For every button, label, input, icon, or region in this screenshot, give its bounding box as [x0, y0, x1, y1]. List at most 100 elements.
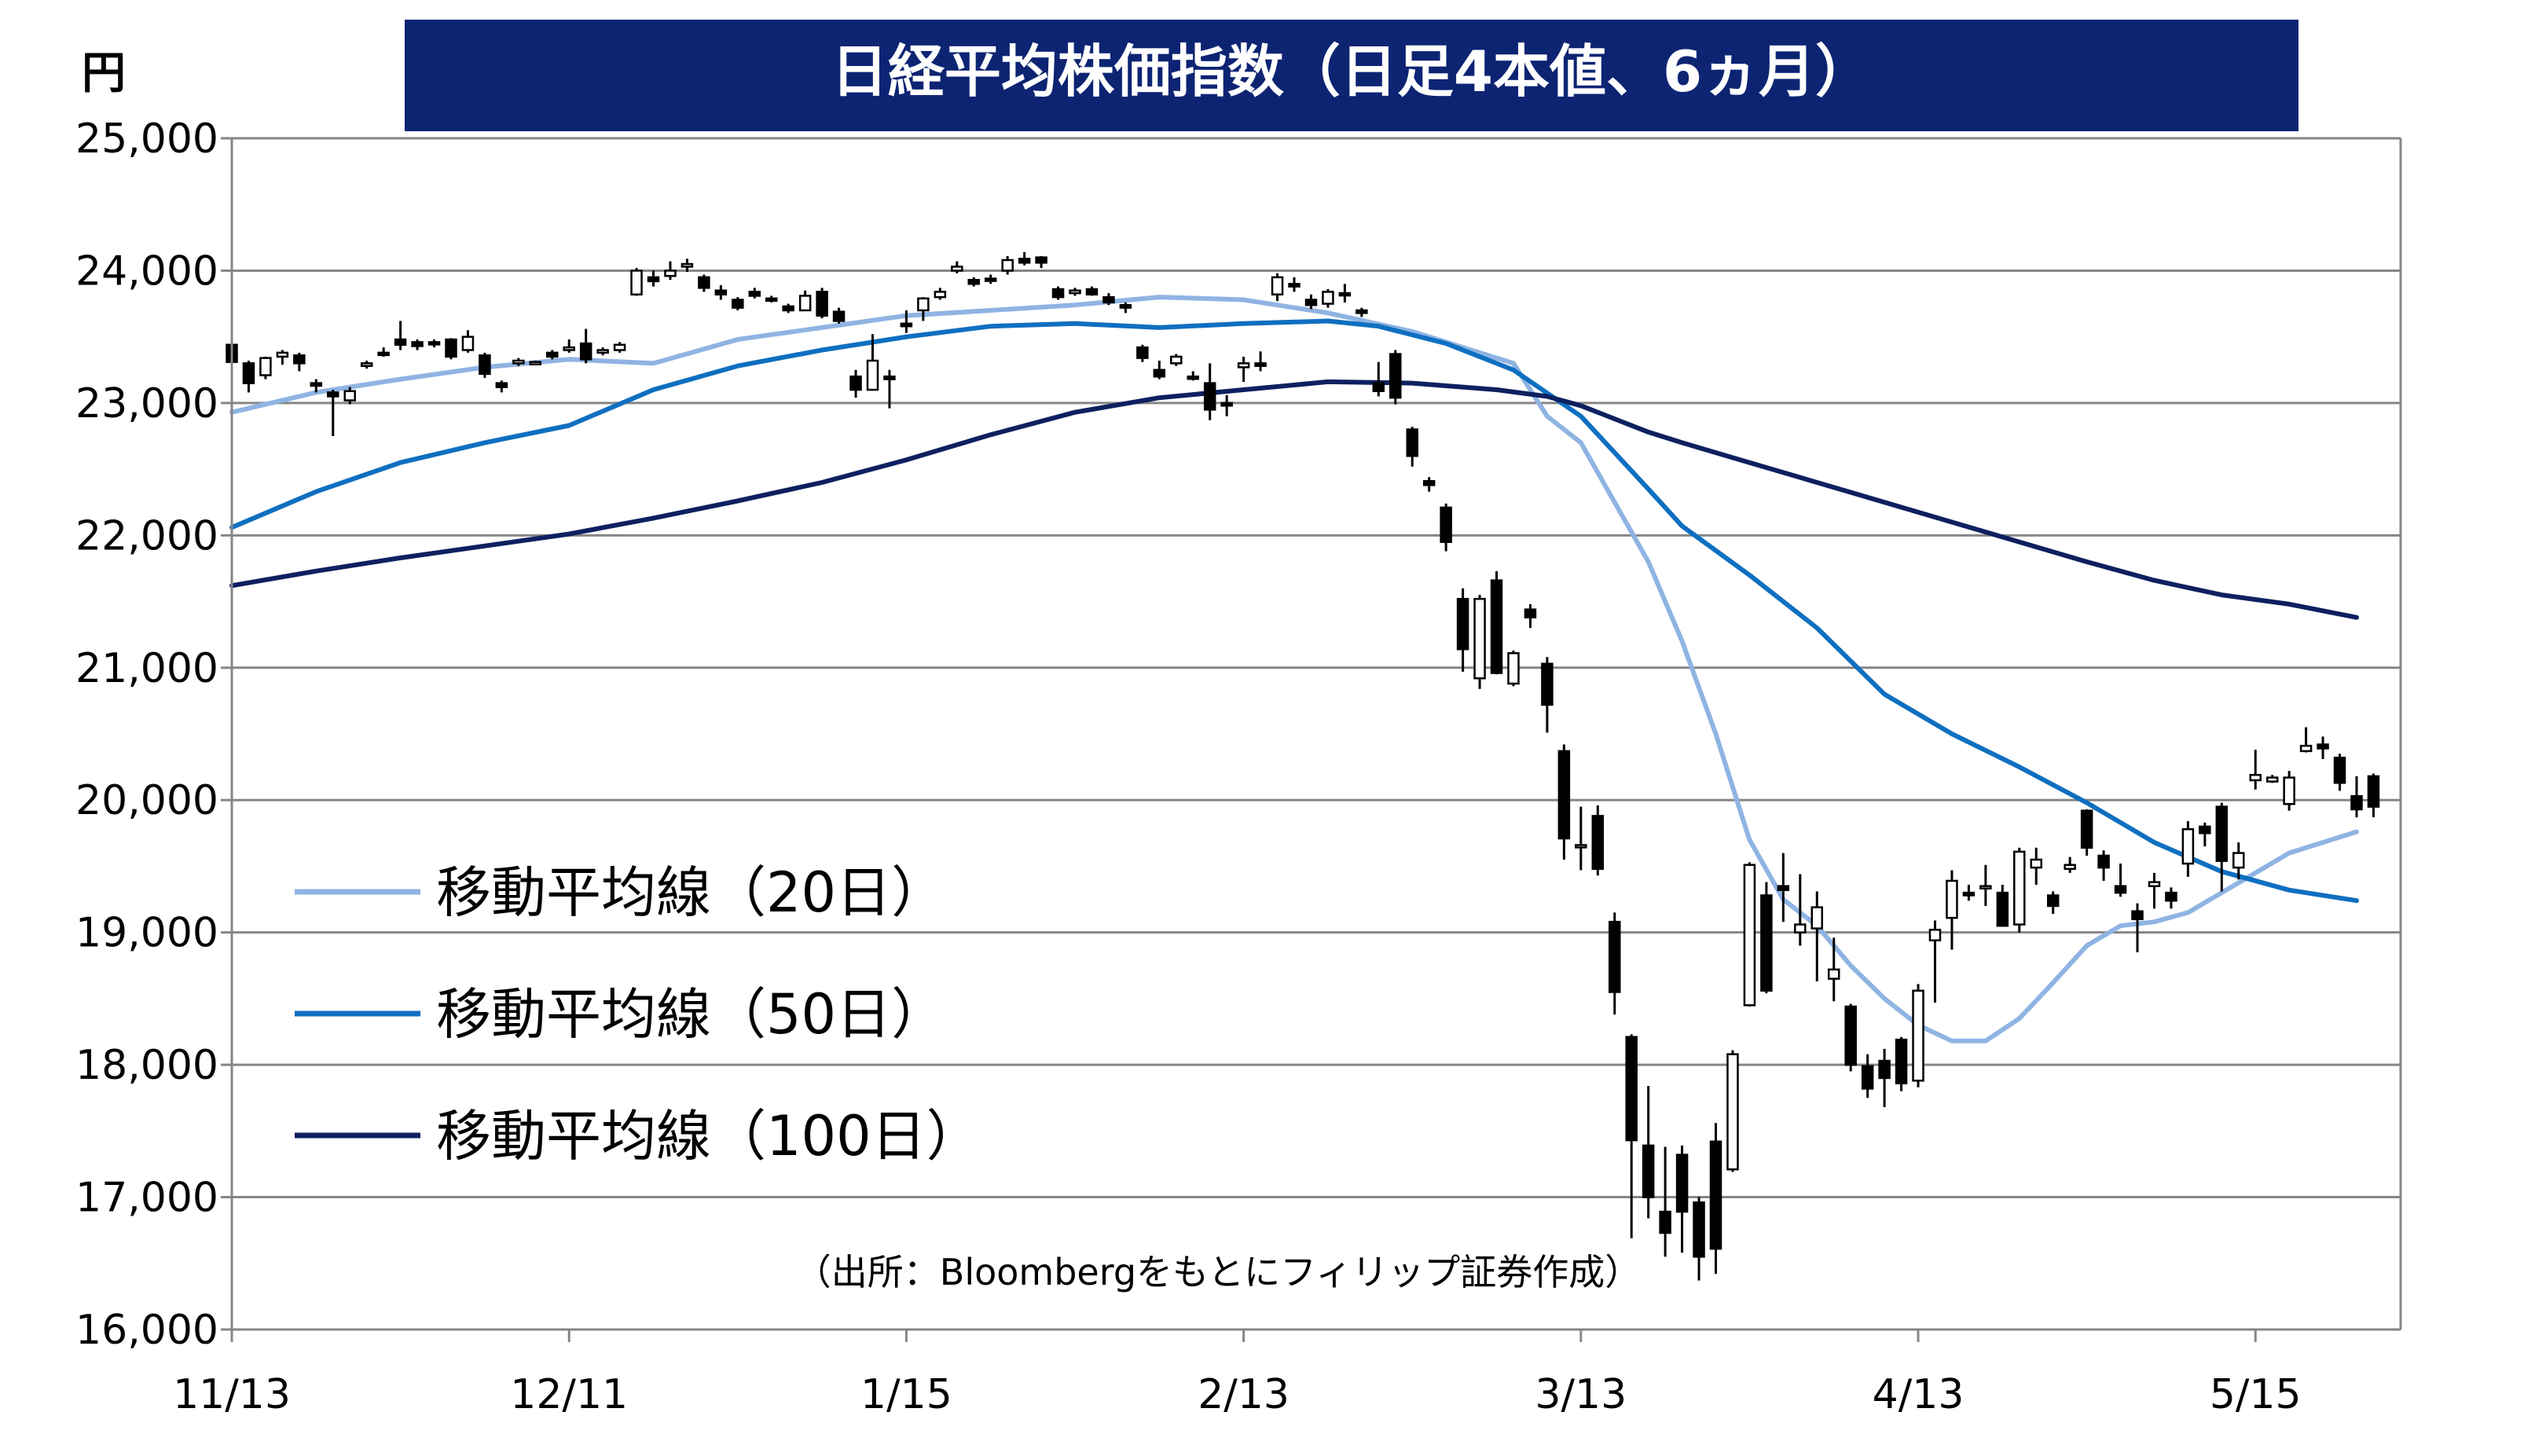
candle-body	[1051, 288, 1065, 299]
candle-body	[276, 351, 289, 358]
candle-body	[1726, 1053, 1739, 1171]
candle-body	[1861, 1065, 1874, 1090]
candle-body	[2317, 743, 2329, 750]
candle-body	[2283, 776, 2295, 805]
y-tick-label: 24,000	[75, 248, 218, 295]
title-banner	[405, 20, 2298, 131]
candle-body	[1069, 289, 1081, 295]
candle-body	[1709, 1140, 1722, 1250]
candle-body	[951, 266, 963, 272]
candle-body	[461, 336, 475, 351]
candle-body	[900, 322, 913, 328]
candle-body	[1962, 891, 1976, 897]
candle-body	[1203, 382, 1216, 411]
legend-label-ma20: 移動平均線（20日）	[436, 860, 946, 925]
candle-body	[293, 354, 306, 365]
candle-body	[1760, 894, 1773, 992]
candle-body	[2215, 805, 2229, 862]
candle-body	[613, 343, 626, 351]
candle-body	[479, 354, 491, 376]
candle-body	[2097, 854, 2110, 869]
candle-body	[1895, 1038, 1908, 1084]
candle-body	[1996, 891, 2009, 927]
x-tick-label: 3/13	[1535, 1371, 1627, 1418]
y-tick-label: 21,000	[75, 645, 218, 692]
candle-body	[1794, 923, 1807, 933]
x-tick-label: 5/15	[2210, 1371, 2302, 1418]
candle-body	[866, 359, 879, 391]
candle-body	[1541, 662, 1554, 706]
y-tick-label: 17,000	[75, 1175, 218, 1222]
candle-body	[1102, 295, 1115, 304]
candle-body	[1288, 283, 1301, 288]
candle-body	[1659, 1210, 1671, 1234]
candle-body	[1389, 353, 1402, 399]
candle-body	[1271, 276, 1284, 296]
candle-body	[579, 342, 592, 361]
candle-body	[2181, 828, 2195, 865]
candle-body	[1625, 1036, 1638, 1142]
candle-body	[563, 346, 575, 351]
candle-body	[2148, 881, 2161, 887]
candle-body	[1777, 885, 1790, 892]
candle-body	[1456, 597, 1469, 651]
candle-body	[917, 297, 930, 312]
candle-body	[1844, 1005, 1857, 1066]
candle-body	[934, 291, 947, 299]
legend: 移動平均線（20日） 移動平均線（50日） 移動平均線（100日）	[295, 860, 981, 1168]
candlesticks	[226, 251, 2380, 1281]
x-tick-marks	[230, 1329, 2257, 1342]
candle-body	[1237, 362, 1250, 369]
candle-body	[2046, 894, 2060, 908]
candle-body	[1490, 579, 1503, 674]
x-tick-label: 11/13	[173, 1371, 291, 1418]
candle-body	[647, 276, 660, 283]
x-tick-label: 1/15	[860, 1371, 952, 1418]
candle-body	[1001, 259, 1014, 272]
y-tick-label: 16,000	[75, 1307, 218, 1354]
candle-body	[2333, 757, 2346, 784]
plot-frame	[230, 138, 2402, 1331]
candle-body	[798, 295, 812, 312]
candle-body	[984, 277, 997, 282]
candle-body	[2131, 910, 2144, 921]
candle-body	[1440, 506, 1452, 544]
candle-body	[732, 299, 744, 309]
candle-body	[1575, 844, 1587, 849]
candle-body	[1170, 355, 1183, 365]
candle-body	[1928, 929, 1942, 942]
ma-line-ma100	[229, 379, 2359, 620]
candle-body	[2114, 885, 2127, 894]
candle-body	[310, 382, 323, 387]
candle-body	[1524, 608, 1537, 619]
candle-body	[2199, 825, 2211, 834]
candle-body	[259, 357, 272, 376]
candle-body	[1608, 920, 1621, 993]
candle-body	[1406, 428, 1418, 457]
candle-body	[2367, 775, 2380, 808]
candle-body	[2249, 773, 2262, 782]
grid-lines	[221, 137, 2401, 1331]
candle-body	[1507, 651, 1520, 685]
candle-body	[596, 349, 609, 354]
candle-body	[1591, 815, 1605, 871]
candle-body	[2165, 891, 2177, 902]
candle-body	[1912, 989, 1924, 1082]
candle-body	[2030, 858, 2043, 869]
candle-body	[2080, 809, 2093, 849]
y-tick-label: 18,000	[75, 1042, 218, 1089]
candle-body	[1254, 362, 1267, 367]
candle-body	[343, 390, 356, 402]
candle-body	[1018, 258, 1031, 264]
moving-average-lines	[229, 295, 2359, 1043]
candle-body	[698, 276, 710, 289]
candle-body	[2064, 864, 2076, 871]
candle-body	[832, 310, 846, 322]
legend-label-ma50: 移動平均線（50日）	[436, 982, 946, 1047]
legend-label-ma100: 移動平均線（100日）	[436, 1104, 981, 1168]
candle-body	[816, 291, 828, 317]
candle-body	[765, 297, 778, 303]
candle-body	[2350, 794, 2363, 811]
candle-body	[242, 362, 255, 384]
candle-body	[1743, 864, 1756, 1007]
